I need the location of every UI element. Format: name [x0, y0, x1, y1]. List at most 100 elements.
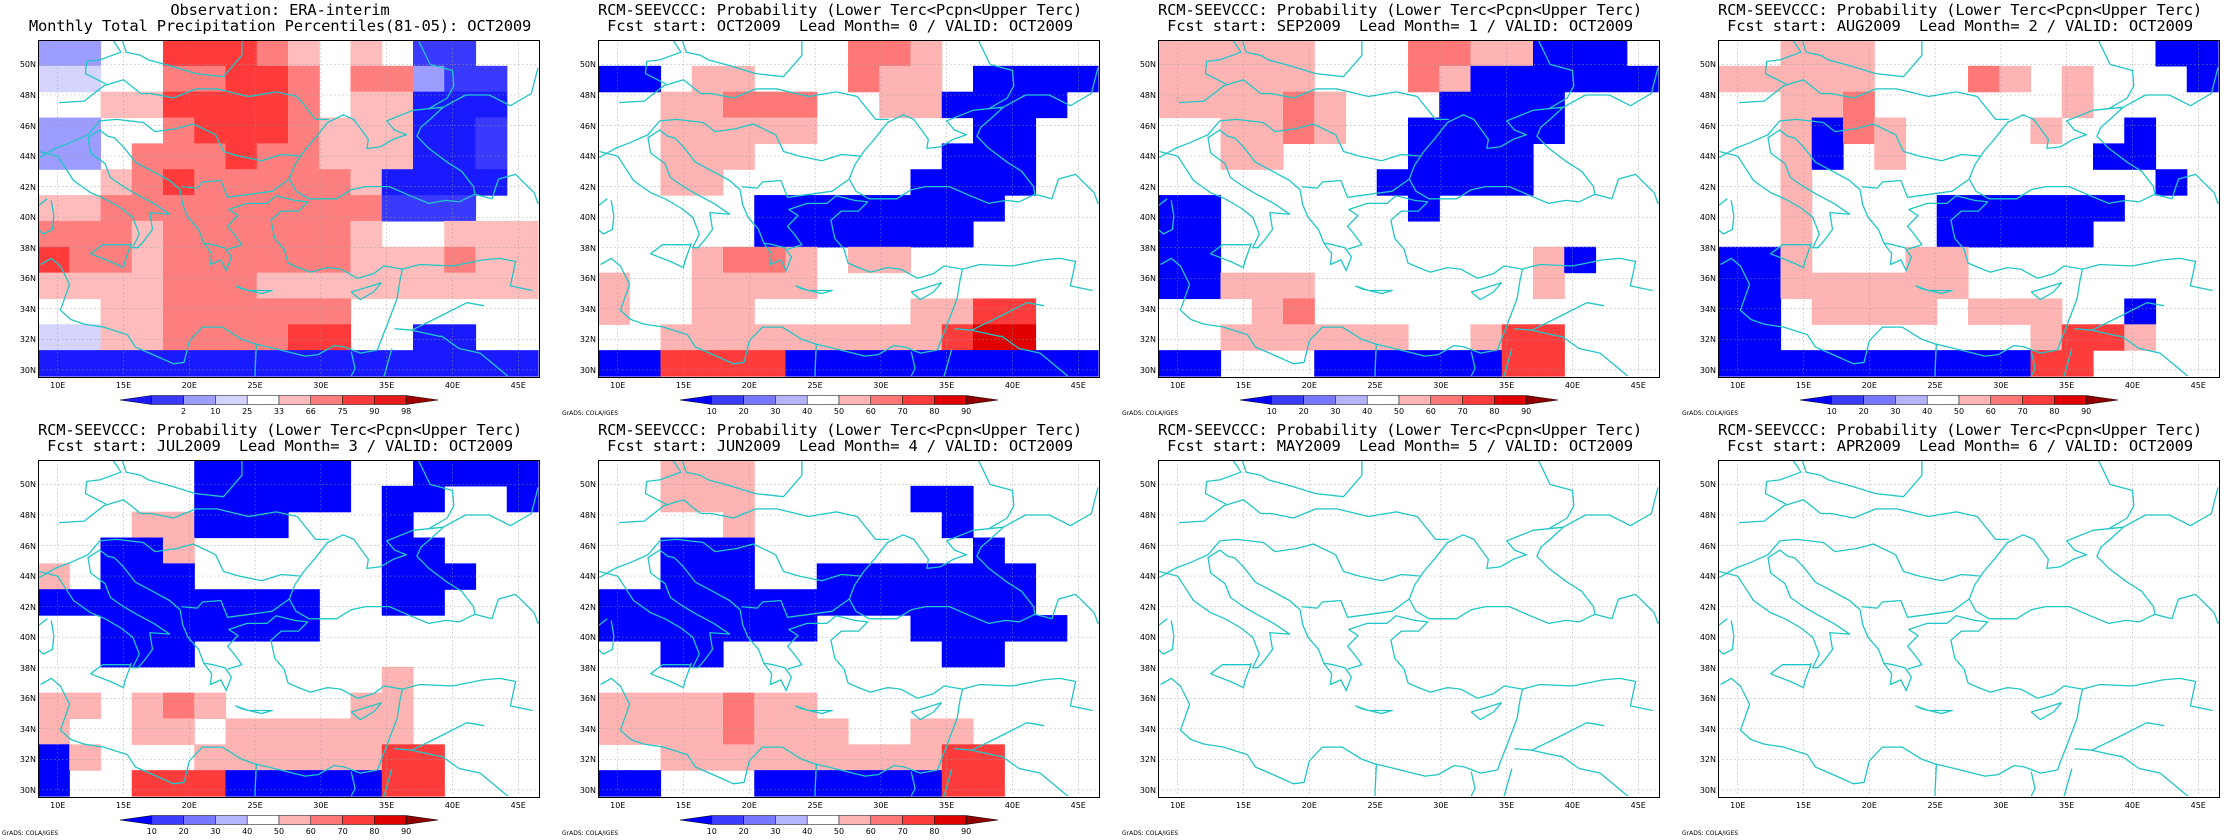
- lon-tick-label: 30E: [873, 381, 889, 390]
- coastline: [1514, 722, 1605, 751]
- lat-tick-label: 36N: [1139, 694, 1156, 704]
- grid-cell: [754, 589, 787, 616]
- lon-tick-label: 20E: [1301, 801, 1317, 810]
- coastline: [1720, 677, 2058, 785]
- grid-cell: [754, 350, 787, 377]
- grid-cell: [413, 485, 445, 513]
- grid-cell: [2124, 143, 2157, 170]
- lat-tick-label: 38N: [19, 663, 36, 673]
- grid-cell: [131, 324, 164, 351]
- colorbar-label: 20: [1858, 407, 1869, 416]
- colorbar-swatch: [775, 815, 808, 825]
- grid-cell: [1936, 350, 1969, 377]
- grid-cell: [381, 169, 414, 196]
- grid-cell: [723, 298, 755, 325]
- coastline: [1355, 705, 1393, 715]
- coastline: [1034, 173, 1099, 204]
- lon-tick-label: 10E: [1170, 801, 1186, 810]
- panel-title-line1: RCM-SEEVCCC: Probability (Lower Terc<Pcp…: [1718, 1, 2202, 19]
- lon-tick-label: 40E: [1004, 801, 1021, 810]
- grid-cell: [723, 485, 755, 513]
- lat-tick-label: 32N: [19, 335, 36, 345]
- coastline: [600, 677, 938, 785]
- grid-cell: [973, 589, 1005, 616]
- coastlines: [1158, 460, 1660, 797]
- lat-tick-label: 36N: [1139, 274, 1156, 284]
- grid-cell: [1408, 65, 1440, 93]
- colorbar-label: 10: [210, 407, 221, 416]
- grid-cell: [1376, 324, 1409, 351]
- colorbar-swatch: [1271, 395, 1304, 405]
- lat-tick-label: 32N: [1699, 335, 1716, 345]
- grid-cell: [225, 324, 258, 351]
- grid-cell: [910, 324, 943, 351]
- lat-tick-label: 32N: [579, 755, 596, 765]
- grid-cell: [754, 770, 787, 797]
- grid-cell: [444, 195, 477, 222]
- colorbar-label: 50: [1953, 407, 1965, 416]
- coastline: [38, 618, 55, 655]
- colorbar-swatch: [374, 395, 407, 405]
- grid-cell: [444, 91, 477, 119]
- grid-cell: [131, 195, 164, 222]
- gridlines: [598, 40, 1098, 376]
- coastline: [40, 677, 378, 785]
- lat-tick-label: 34N: [1139, 304, 1156, 314]
- grid-cell: [1501, 40, 1534, 67]
- lat-tick-label: 50N: [579, 60, 596, 70]
- lat-tick-label: 38N: [1699, 243, 1716, 253]
- grid-cell: [1626, 65, 1659, 93]
- coastline: [2082, 257, 2213, 292]
- colorbar-label: 33: [273, 407, 285, 416]
- grid-cell: [785, 718, 818, 745]
- panel-title-line2: Fcst start: MAY2009 Lead Month= 5 / VALI…: [1167, 437, 1633, 455]
- grid-cell: [598, 770, 630, 797]
- grid-cell: [1501, 169, 1534, 196]
- coastline: [977, 460, 1015, 530]
- lon-tick-label: 15E: [1235, 381, 1252, 390]
- grid-cell: [723, 117, 755, 144]
- grid-cell: [941, 511, 974, 539]
- lon-tick-label: 10E: [610, 381, 626, 390]
- colorbar-label: 60: [1425, 407, 1436, 416]
- grid-cell: [816, 718, 849, 745]
- colorbar-swatch: [278, 395, 312, 405]
- colorbar-label: 60: [865, 827, 876, 836]
- colorbar-swatch: [1335, 395, 1368, 405]
- grid-cell: [194, 298, 227, 325]
- grid-cell: [754, 718, 787, 745]
- grid-cell: [100, 640, 133, 668]
- grid-cell: [38, 143, 70, 170]
- grid-cell: [1345, 324, 1378, 351]
- colorbar-swatch: [215, 395, 248, 405]
- grid-cell: [1251, 324, 1284, 351]
- lat-tick-label: 42N: [579, 182, 596, 192]
- map-plot: [1718, 460, 2220, 797]
- panel-title-line1: RCM-SEEVCCC: Probability (Lower Terc<Pcp…: [1718, 421, 2202, 439]
- grid-cell: [1189, 91, 1222, 119]
- grid-cell: [1004, 117, 1037, 144]
- grid-cell: [225, 65, 258, 93]
- grid-cell: [1158, 40, 1190, 67]
- map-plot: [598, 40, 1100, 377]
- lon-tick-label: 30E: [1993, 801, 2009, 810]
- coastline: [1657, 620, 1660, 624]
- grid-cell: [723, 589, 755, 616]
- grid-cell: [194, 195, 227, 222]
- lon-tick-label: 20E: [741, 381, 757, 390]
- grid-cell: [941, 485, 974, 513]
- lat-tick-label: 30N: [19, 785, 36, 795]
- coastline: [1346, 615, 1524, 771]
- grid-cell: [1158, 272, 1190, 300]
- grid-cell: [413, 91, 445, 119]
- lat-tick-label: 38N: [1139, 243, 1156, 253]
- grid-cell: [256, 511, 289, 539]
- coastline: [786, 195, 964, 351]
- lon-tick-label: 35E: [379, 801, 395, 810]
- grid-cell: [785, 692, 818, 720]
- coastline: [2074, 302, 2165, 331]
- coastline: [1718, 538, 1982, 582]
- coastline: [1537, 460, 1575, 530]
- coastline: [2030, 351, 2036, 377]
- grads-credit: GrADS: COLA/IGES: [1682, 410, 1739, 417]
